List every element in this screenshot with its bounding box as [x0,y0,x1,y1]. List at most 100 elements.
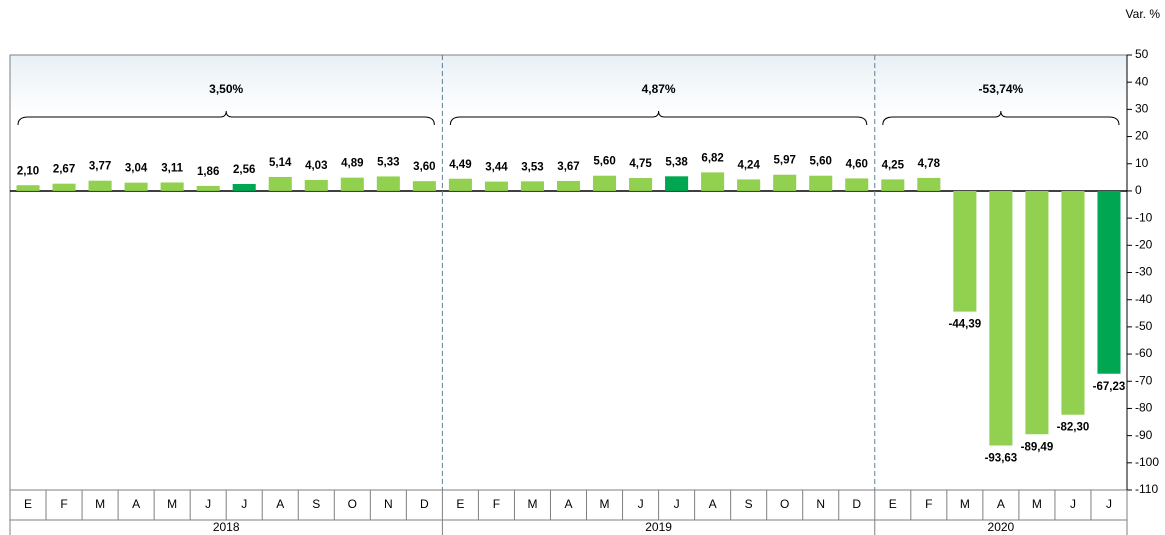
y-tick-label: 30 [1135,102,1149,116]
x-tick-label: S [745,497,753,511]
value-label: -89,49 [1021,441,1054,453]
x-tick-label: J [1070,497,1076,511]
x-tick-label: A [997,497,1005,511]
x-tick-label: S [312,497,320,511]
value-label: 5,38 [665,156,688,168]
bar [989,190,1013,446]
value-label: 5,60 [593,156,615,168]
x-tick-label: J [638,497,644,511]
bar [376,176,400,191]
bar [52,183,76,191]
value-label: 3,44 [485,162,508,174]
group-brace [17,110,435,126]
x-tick-label: N [816,497,825,511]
value-label: -67,23 [1093,381,1126,393]
x-tick-label: J [241,497,247,511]
bar [232,183,256,191]
value-label: -44,39 [949,319,982,331]
y-tick-label: 20 [1135,129,1149,143]
x-tick-label: O [348,497,357,511]
group-brace [449,110,868,126]
year-label: 2019 [645,520,672,534]
bar [953,190,977,312]
value-label: 4,89 [341,158,363,170]
y-tick-label: -50 [1135,319,1153,333]
x-tick-label: E [456,497,464,511]
value-label: 3,04 [125,163,148,175]
value-label: 2,10 [17,165,39,177]
bar [556,180,581,191]
bar [160,182,184,191]
y-tick-label: -100 [1135,455,1159,469]
x-tick-label: M [960,497,970,511]
bar [16,185,40,191]
value-label: 4,24 [737,159,760,171]
x-tick-label: J [1106,497,1112,511]
x-tick-label: F [493,497,500,511]
value-label: 3,77 [89,161,111,173]
value-label: 4,60 [846,158,868,170]
bar [737,179,761,191]
value-label: 3,67 [557,161,579,173]
y-axis-label: Var. % [1126,7,1161,21]
y-tick-label: -90 [1135,428,1153,442]
bar [845,178,869,191]
value-label: -82,30 [1057,422,1090,434]
value-label: 4,78 [918,158,941,170]
bar [340,177,364,191]
x-tick-label: E [889,497,897,511]
y-tick-label: 40 [1135,74,1149,88]
bar [196,185,220,191]
x-tick-label: J [674,497,680,511]
x-tick-label: A [564,497,572,511]
y-tick-label: -10 [1135,210,1153,224]
y-tick-label: 10 [1135,156,1149,170]
bar [1061,190,1085,415]
bar [448,178,472,191]
y-tick-label: -60 [1135,346,1153,360]
y-tick-label: 0 [1135,183,1142,197]
group-total-label: 3,50% [209,82,243,96]
value-label: 4,03 [305,160,327,172]
bar [520,181,544,191]
bar [88,180,112,191]
bar [268,176,292,191]
year-label: 2018 [213,520,240,534]
bar [881,179,905,191]
group-total-label: 4,87% [642,82,676,96]
bar [304,179,328,191]
y-tick-label: -80 [1135,401,1153,415]
bar [1097,190,1121,374]
value-label: 3,60 [413,161,435,173]
bar [1025,190,1049,435]
x-tick-label: D [420,497,429,511]
x-tick-label: A [132,497,140,511]
value-label: -93,63 [985,453,1018,465]
bar [701,172,725,191]
x-tick-label: M [600,497,610,511]
value-label: 4,75 [629,158,652,170]
x-tick-label: M [1032,497,1042,511]
value-label: 2,67 [53,164,75,176]
x-tick-label: A [276,497,284,511]
x-tick-label: N [384,497,393,511]
x-tick-label: E [24,497,32,511]
y-tick-label: -110 [1135,482,1158,496]
group-brace [882,110,1120,126]
x-tick-label: F [925,497,932,511]
bar [629,178,653,191]
bar [917,177,941,191]
header-band [10,55,1127,115]
value-label: 5,33 [377,156,399,168]
y-tick-label: -20 [1135,237,1153,251]
year-label: 2020 [988,520,1015,534]
bar [773,174,797,191]
value-label: 3,11 [161,163,183,175]
value-label: 3,53 [521,161,543,173]
x-tick-label: M [95,497,105,511]
value-label: 4,49 [449,159,471,171]
value-label: 5,97 [773,155,795,167]
group-total-label: -53,74% [979,82,1024,96]
x-tick-label: M [527,497,537,511]
